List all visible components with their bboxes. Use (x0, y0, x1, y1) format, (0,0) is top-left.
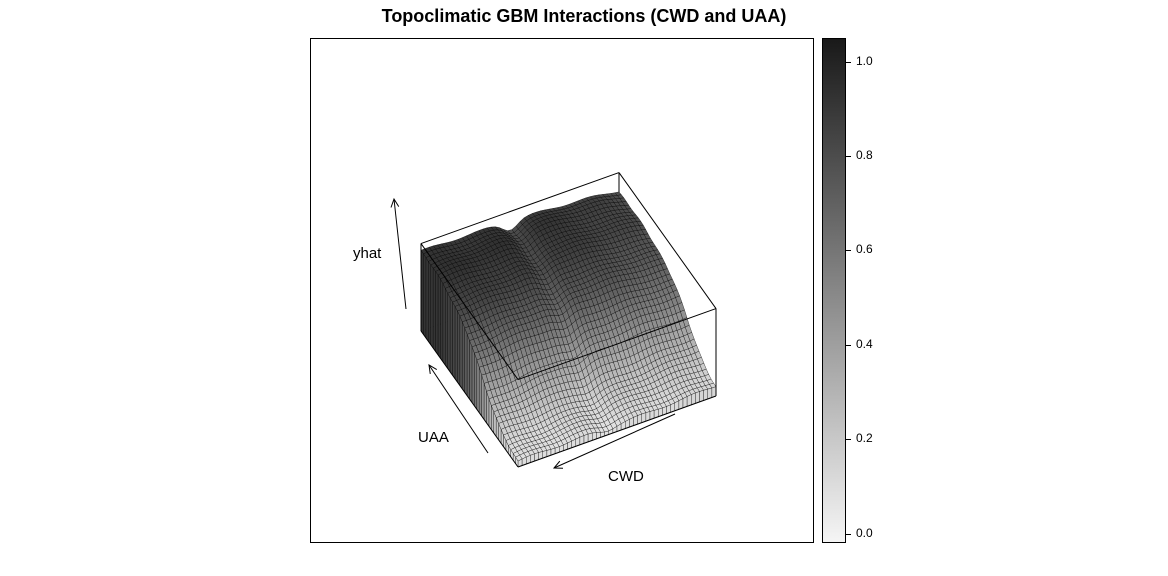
surface-skirt (430, 264, 434, 349)
colorbar-tick-label: 1.0 (856, 53, 873, 68)
z-axis-arrow (393, 198, 407, 310)
colorbar-tick-label: 0.2 (856, 431, 873, 446)
surface-skirt (691, 392, 696, 406)
plot-panel: yhat UAA CWD (310, 38, 814, 543)
chart-title: Topoclimatic GBM Interactions (CWD and U… (381, 6, 787, 26)
surface-skirt (452, 301, 456, 380)
y-axis-arrow-head (428, 364, 438, 374)
y-axis-label: UAA (418, 429, 449, 446)
surface-skirt (469, 340, 473, 403)
surface-skirt (447, 293, 451, 373)
box-edge (517, 308, 717, 381)
z-axis-label: yhat (353, 245, 382, 262)
colorbar-tick-label: 0.0 (856, 525, 873, 540)
colorbar-axis: 0.0 0.2 0.4 0.6 0.8 1.0 (846, 38, 906, 543)
surface-skirt (471, 346, 475, 407)
colorbar-tick-mark (846, 533, 851, 535)
bounding-box-front (420, 243, 717, 468)
colorbar (822, 38, 846, 543)
box-edge (420, 330, 519, 468)
axis-arrows (390, 197, 676, 469)
y-axis-arrow (428, 364, 489, 454)
surface-skirt (466, 334, 470, 400)
colorbar-tick-mark (846, 61, 851, 63)
surface-skirt (432, 267, 436, 352)
colorbar-tick-mark (846, 250, 851, 252)
x-axis-arrow-head (552, 460, 564, 469)
surface-skirt (445, 288, 448, 369)
surface-skirt (476, 359, 480, 414)
colorbar-tick-label: 0.4 (856, 336, 873, 351)
surface-skirt (474, 353, 477, 410)
surface-skirt (437, 274, 441, 359)
box-edge (618, 172, 717, 309)
colorbar-tick-label: 0.6 (856, 242, 873, 257)
colorbar-tick-mark (846, 344, 851, 346)
surface-skirt (457, 310, 460, 386)
box-edge (420, 243, 519, 380)
surface-skirt (449, 297, 453, 376)
colorbar-tick-label: 0.8 (856, 148, 873, 162)
surface-skirt (462, 321, 465, 393)
surface-skirt (435, 270, 439, 356)
surface-skirt (440, 278, 444, 363)
surface-skirt (479, 367, 482, 417)
box-edge (420, 172, 620, 245)
x-axis-label: CWD (608, 468, 644, 485)
box-edge (517, 395, 717, 468)
surface-skirt (454, 306, 458, 383)
response-surface (420, 191, 717, 468)
colorbar-tick-mark (846, 439, 851, 441)
surface-skirt (423, 253, 427, 339)
z-axis-arrow-head (390, 197, 400, 208)
surface-skirt (481, 375, 485, 420)
surface-plot: yhat UAA CWD (353, 172, 717, 485)
x-axis-arrow (553, 413, 676, 469)
surface-skirt (428, 260, 431, 346)
surface-skirt (459, 316, 463, 390)
surface-skirt (425, 257, 429, 342)
surface-skirt (464, 327, 468, 397)
colorbar-tick-mark (846, 156, 851, 157)
surface-skirt (442, 283, 446, 366)
